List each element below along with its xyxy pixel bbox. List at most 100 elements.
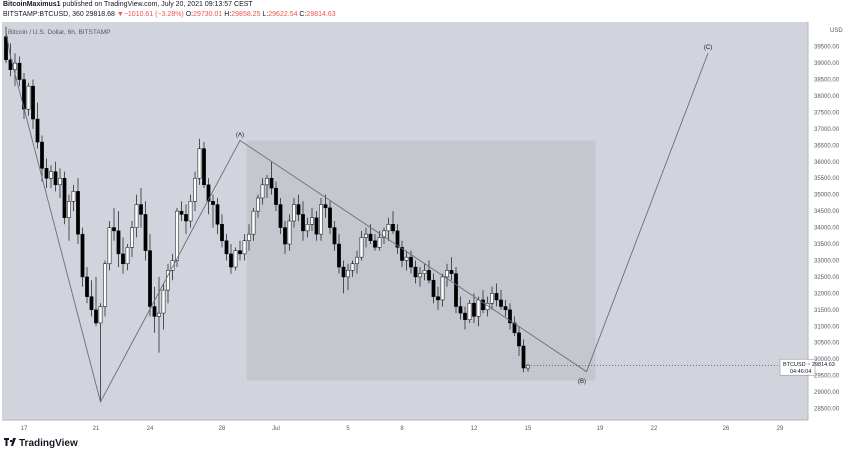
y-tick-label: 31500.00	[814, 308, 840, 314]
y-tick-label: 39000.00	[814, 61, 840, 67]
candle-body	[161, 289, 166, 314]
candle-body	[148, 250, 152, 307]
open-label: O:	[185, 11, 194, 18]
candle-body	[80, 233, 85, 278]
candle-body	[305, 224, 310, 232]
candle-body	[296, 204, 301, 215]
candle-body	[431, 279, 436, 297]
time-axis	[0, 420, 808, 435]
wave-label-b: (B)	[578, 379, 586, 385]
candle-body	[319, 204, 323, 235]
candle-body	[31, 85, 35, 120]
tradingview-logo-icon	[4, 438, 16, 446]
candle-body	[364, 233, 368, 238]
candle-body	[130, 227, 134, 248]
y-tick-label: 30500.00	[814, 341, 840, 347]
candle-body	[278, 204, 283, 228]
candle-body	[76, 191, 80, 235]
y-tick-label: 37000.00	[814, 127, 840, 133]
candle-body	[62, 177, 67, 218]
author-name[interactable]: BitcoinMaximus1	[3, 1, 61, 8]
x-tick-label: 21	[93, 426, 100, 432]
candle-body	[332, 227, 337, 245]
x-tick-label: 5	[346, 426, 350, 432]
bar-countdown: 04:46:04	[790, 369, 811, 375]
candle-body	[386, 224, 391, 232]
candle-body	[503, 306, 508, 311]
candle-body	[382, 230, 386, 238]
candle-body	[49, 171, 53, 179]
candle-body	[251, 210, 256, 235]
y-tick-label: 34500.00	[814, 209, 840, 215]
range-box	[246, 140, 596, 381]
candle-body	[350, 263, 355, 271]
candle-body	[355, 256, 359, 265]
candle-body	[224, 240, 229, 255]
y-tick-label: 34000.00	[814, 226, 840, 232]
candle-body	[274, 187, 278, 205]
high-label: H:	[224, 11, 232, 18]
candle-body	[359, 237, 364, 258]
candle-body	[116, 230, 121, 255]
candle-body	[166, 270, 170, 291]
last-price: 29818.68	[85, 11, 115, 18]
candle-body	[40, 141, 44, 169]
low-value: 29622.54	[268, 11, 298, 18]
candle-body	[233, 250, 238, 268]
candle-body	[287, 220, 292, 245]
y-tick-label: 36500.00	[814, 143, 840, 149]
candle-body	[211, 201, 215, 205]
y-tick-label: 32500.00	[814, 275, 840, 281]
candle-body	[476, 299, 481, 317]
symbol-interval: BITSTAMP:BTCUSD, 360	[3, 11, 84, 18]
candle-body	[481, 299, 485, 311]
candle-body	[4, 36, 8, 61]
candle-body	[346, 270, 350, 278]
candle-body	[490, 293, 494, 304]
candle-body	[427, 270, 431, 281]
candle-body	[8, 59, 13, 70]
chart-header: BitcoinMaximus1 published on TradingView…	[0, 0, 850, 22]
candle-body	[323, 204, 328, 209]
wave-path-line	[5, 31, 709, 404]
price-chart[interactable]: (A) (B) (C) Bitcoin / U.S. Dollar, 6h, BITS…	[0, 22, 850, 435]
candle-body	[121, 253, 125, 265]
y-tick-label: 35000.00	[814, 193, 840, 199]
candle-body	[440, 276, 445, 301]
candle-body	[26, 85, 31, 110]
candle-body	[328, 207, 332, 228]
y-tick-label: 33000.00	[814, 258, 840, 264]
x-tick-label: 8	[400, 426, 404, 432]
candle-body	[89, 296, 94, 311]
candle-body	[206, 184, 211, 202]
x-tick-label: Jul	[272, 426, 280, 432]
candle-body	[238, 250, 242, 255]
low-label: L:	[262, 11, 269, 18]
candle-body	[404, 256, 409, 261]
tradingview-logo[interactable]: TradingView	[4, 438, 78, 449]
candle-body	[125, 247, 130, 265]
x-tick-label: 15	[525, 426, 532, 432]
candle-body	[368, 233, 373, 241]
x-tick-label: 12	[471, 426, 478, 432]
open-value: 29730.01	[193, 11, 223, 18]
candle-body	[422, 270, 427, 274]
candle-body	[373, 240, 377, 248]
candle-body	[215, 204, 220, 225]
candle-body	[193, 177, 197, 202]
y-tick-label: 28500.00	[814, 406, 840, 412]
candle-body	[103, 263, 107, 307]
candle-body	[494, 293, 499, 301]
candle-body	[107, 227, 112, 265]
candle-body	[395, 230, 400, 248]
candle-body	[71, 191, 76, 202]
candle-body	[229, 253, 233, 268]
change-down-icon: ▼	[116, 11, 124, 18]
candle-body	[508, 309, 512, 324]
y-tick-label: 30000.00	[814, 357, 840, 363]
candle-body	[400, 247, 404, 261]
candle-body	[283, 227, 287, 245]
y-tick-label: 39500.00	[814, 45, 840, 51]
candle-body	[53, 171, 58, 186]
close-label: C:	[299, 11, 307, 18]
